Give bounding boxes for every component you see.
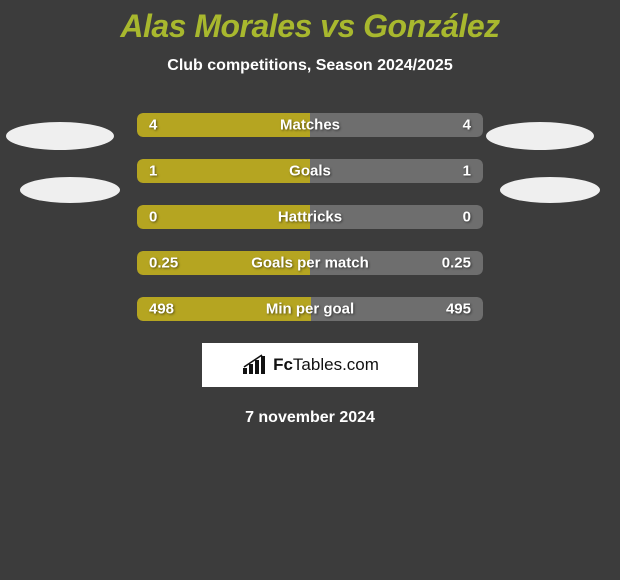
value-right: 1: [463, 163, 471, 180]
date-text: 7 november 2024: [0, 409, 620, 427]
stat-row: 0 0 Hattricks: [137, 205, 483, 229]
stat-rows: 4 4 Matches 1 1 Goals 0 0 Hattricks 0.25 0.25 Goals…: [137, 113, 483, 321]
decorative-ellipse: [500, 177, 600, 203]
value-right: 4: [463, 117, 471, 134]
stat-label: Goals: [289, 163, 331, 180]
value-left: 1: [149, 163, 157, 180]
value-left: 0.25: [149, 255, 178, 272]
value-right: 0.25: [442, 255, 471, 272]
value-right: 0: [463, 209, 471, 226]
subtitle: Club competitions, Season 2024/2025: [0, 57, 620, 75]
stat-row: 498 495 Min per goal: [137, 297, 483, 321]
logo-text: FcTables.com: [273, 355, 379, 375]
logo-bold: Fc: [273, 355, 293, 374]
logo-bars-icon: [241, 354, 267, 376]
value-right: 495: [446, 301, 471, 318]
decorative-ellipse: [20, 177, 120, 203]
stat-row: 4 4 Matches: [137, 113, 483, 137]
value-left: 498: [149, 301, 174, 318]
stat-label: Matches: [280, 117, 340, 134]
stat-row: 1 1 Goals: [137, 159, 483, 183]
page-title: Alas Morales vs González: [0, 0, 620, 45]
value-left: 4: [149, 117, 157, 134]
bar-left: [137, 159, 310, 183]
stat-row: 0.25 0.25 Goals per match: [137, 251, 483, 275]
value-left: 0: [149, 209, 157, 226]
bar-right: [310, 159, 483, 183]
stat-label: Min per goal: [266, 301, 354, 318]
decorative-ellipse: [486, 122, 594, 150]
logo-rest: Tables.com: [293, 355, 379, 374]
logo-box[interactable]: FcTables.com: [202, 343, 418, 387]
stat-label: Hattricks: [278, 209, 342, 226]
decorative-ellipse: [6, 122, 114, 150]
stat-label: Goals per match: [251, 255, 369, 272]
